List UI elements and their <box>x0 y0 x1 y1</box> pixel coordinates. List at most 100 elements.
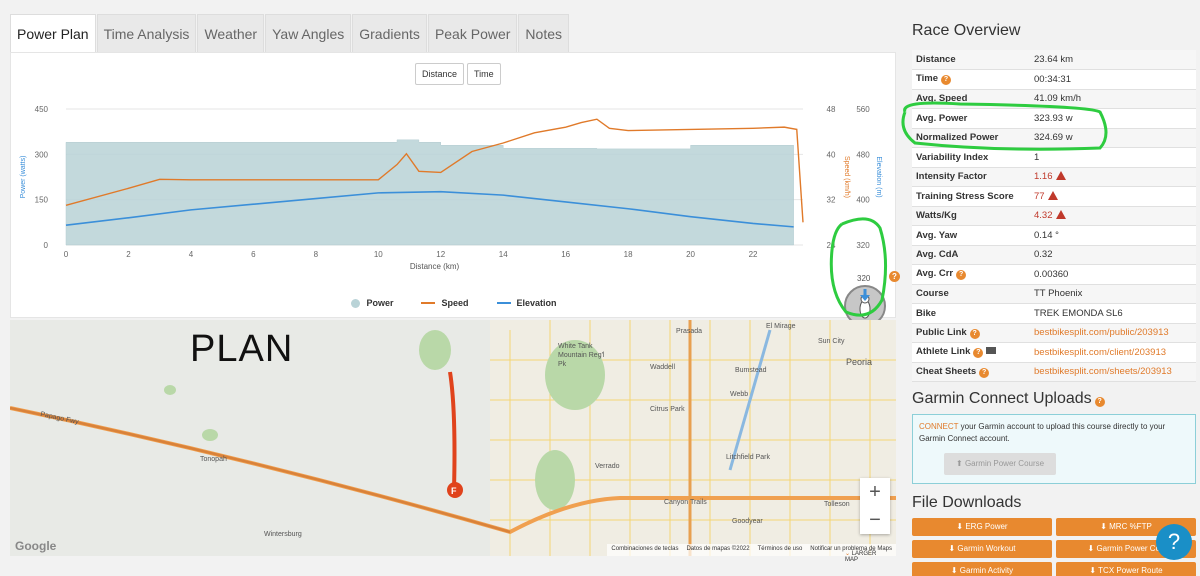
map-place: Wintersburg <box>264 531 302 538</box>
tab-peak-power[interactable]: Peak Power <box>427 14 518 52</box>
y-elevation-axis-label: Elevation (m) <box>875 156 882 197</box>
overview-value: 0.32 <box>1034 249 1053 261</box>
legend-elevation[interactable]: Elevation <box>496 298 557 308</box>
garmin-power-course-button[interactable]: ⬆ Garmin Power Course <box>944 453 1057 475</box>
zoom-out-button[interactable]: − <box>869 509 881 531</box>
y-elevation-tick-label: 480 <box>856 150 870 159</box>
map-place: Tonopah <box>200 456 227 463</box>
garmin-workout-download-button[interactable]: ⬇ Garmin Workout <box>912 540 1052 558</box>
overview-link[interactable]: bestbikesplit.com/client/203913 <box>1034 346 1167 358</box>
map-place: Bumstead <box>735 367 767 374</box>
overview-row: Avg. Crr? 0.00360 <box>912 264 1196 285</box>
time-button[interactable]: Time <box>467 63 501 85</box>
overview-label-cell: Watts/Kg <box>912 206 1030 226</box>
start-marker[interactable]: F <box>447 482 463 498</box>
overview-value: 1 <box>1034 151 1040 163</box>
y-speed-tick-label: 48 <box>827 105 836 114</box>
y-left-tick-label: 0 <box>44 241 49 250</box>
overview-link[interactable]: bestbikesplit.com/sheets/203913 <box>1034 366 1172 378</box>
erg-power-download-button[interactable]: ⬇ ERG Power <box>912 518 1052 536</box>
overview-label: Time <box>916 73 939 85</box>
file-downloads-title: File Downloads <box>912 494 1022 511</box>
yaw-widget-value: 320 <box>857 274 871 283</box>
y-speed-tick-label: 32 <box>827 196 836 205</box>
course-map[interactable]: F PLAN White Tank Mountain Reg'l Pk Wadd… <box>10 320 896 556</box>
tab-time-analysis[interactable]: Time Analysis <box>96 14 197 52</box>
tab-gradients[interactable]: Gradients <box>352 14 427 52</box>
overview-row: Intensity Factor 1.16 <box>912 167 1196 187</box>
overview-label-cell: Distance <box>912 50 1030 70</box>
help-icon[interactable]: ? <box>956 270 967 281</box>
legend-speed[interactable]: Speed <box>421 298 469 308</box>
overview-value: 1.16 <box>1034 171 1053 183</box>
tab-weather[interactable]: Weather <box>197 14 265 52</box>
garmin-help-icon[interactable]: ? <box>1094 397 1105 407</box>
map-report-link[interactable]: Notificar un problema de Maps <box>810 546 892 552</box>
overview-row: Avg. CdA 0.32 <box>912 245 1196 265</box>
overview-row: Avg. Speed 41.09 km/h <box>912 89 1196 109</box>
overview-label: Avg. Speed <box>916 93 968 105</box>
map-place: Citrus Park <box>650 406 685 413</box>
plan-label: PLAN <box>190 328 294 370</box>
garmin-connect-box: CONNECT your Garmin account to upload th… <box>912 414 1196 484</box>
overview-value-cell: 23.64 km <box>1030 50 1196 70</box>
yaw-help-icon[interactable]: ? <box>889 271 900 282</box>
overview-label: Public Link <box>916 326 967 338</box>
help-chat-button[interactable]: ? <box>1156 524 1192 560</box>
overview-label-cell: Public Link? <box>912 323 1030 343</box>
overview-row: Watts/Kg 4.32 <box>912 206 1196 226</box>
overview-value: 00:34:31 <box>1034 73 1071 85</box>
garmin-activity-download-button[interactable]: ⬇ Garmin Activity <box>912 562 1052 576</box>
tab-power-plan[interactable]: Power Plan <box>10 14 96 52</box>
tab-yaw-angles[interactable]: Yaw Angles <box>265 14 352 52</box>
overview-value: TREK EMONDA SL6 <box>1034 307 1123 319</box>
overview-label-cell: Normalized Power <box>912 128 1030 148</box>
overview-row: Avg. Yaw 0.14 ° <box>912 225 1196 246</box>
help-icon[interactable]: ? <box>941 75 952 86</box>
help-icon[interactable]: ? <box>973 348 984 359</box>
map-canvas: F <box>10 320 896 556</box>
legend-speed-label: Speed <box>441 298 469 308</box>
download-buttons: ⬇ ERG Power ⬇ MRC %FTP ⬇ Garmin Workout … <box>912 518 1196 576</box>
y-elevation-tick-label: 560 <box>856 105 870 114</box>
overview-label: Normalized Power <box>916 132 999 144</box>
overview-label: Bike <box>916 307 937 319</box>
chevron-down-icon: ⌄ <box>845 551 852 557</box>
overview-row: Bike TREK EMONDA SL6 <box>912 303 1196 324</box>
garmin-connect-link[interactable]: CONNECT <box>919 422 959 431</box>
y-left-axis-label: Power (watts) <box>20 156 27 199</box>
overview-value-cell: bestbikesplit.com/sheets/203913 <box>1030 362 1196 382</box>
map-data-label: Datos de mapas ©2022 <box>686 546 750 552</box>
x-tick-label: 6 <box>251 250 256 259</box>
legend-power-swatch <box>351 298 361 308</box>
zoom-in-button[interactable]: + <box>869 481 881 503</box>
overview-label: Course <box>916 288 949 300</box>
legend-power[interactable]: Power <box>351 298 393 308</box>
overview-label: Avg. Crr <box>916 268 954 280</box>
overview-value: 324.69 w <box>1034 132 1073 144</box>
tcx-power-route-download-button[interactable]: ⬇ TCX Power Route <box>1056 562 1196 576</box>
map-zoom-control: + − <box>860 478 890 534</box>
larger-map-link[interactable]: ⌄ LARGER MAP <box>845 550 888 576</box>
envelope-icon[interactable] <box>986 347 997 355</box>
overview-value-cell: 00:34:31 <box>1030 69 1196 90</box>
map-place: Goodyear <box>732 518 763 525</box>
map-terms-link[interactable]: Términos de uso <box>757 546 803 552</box>
map-place: El Mirage <box>766 323 796 330</box>
help-icon[interactable]: ? <box>979 367 990 378</box>
overview-link[interactable]: bestbikesplit.com/public/203913 <box>1034 327 1169 339</box>
map-shortcuts-link[interactable]: Combinaciones de teclas <box>611 546 679 552</box>
svg-text:F: F <box>451 486 457 496</box>
distance-button[interactable]: Distance <box>415 63 465 85</box>
power-plan-chart-card: Distance Time 0 24 320 150 32 400 300 40 480 450 4… <box>10 52 900 327</box>
help-icon[interactable]: ? <box>969 328 980 339</box>
garmin-uploads-title-text: Garmin Connect Uploads <box>912 390 1092 407</box>
overview-label-cell: Bike <box>912 303 1030 324</box>
tab-notes[interactable]: Notes <box>518 14 569 52</box>
x-tick-label: 14 <box>499 250 508 259</box>
download-label: TCX Power Route <box>1098 566 1163 575</box>
legend-speed-swatch <box>421 302 436 304</box>
overview-value-cell: 41.09 km/h <box>1030 89 1196 109</box>
overview-value: 23.64 km <box>1034 54 1074 65</box>
